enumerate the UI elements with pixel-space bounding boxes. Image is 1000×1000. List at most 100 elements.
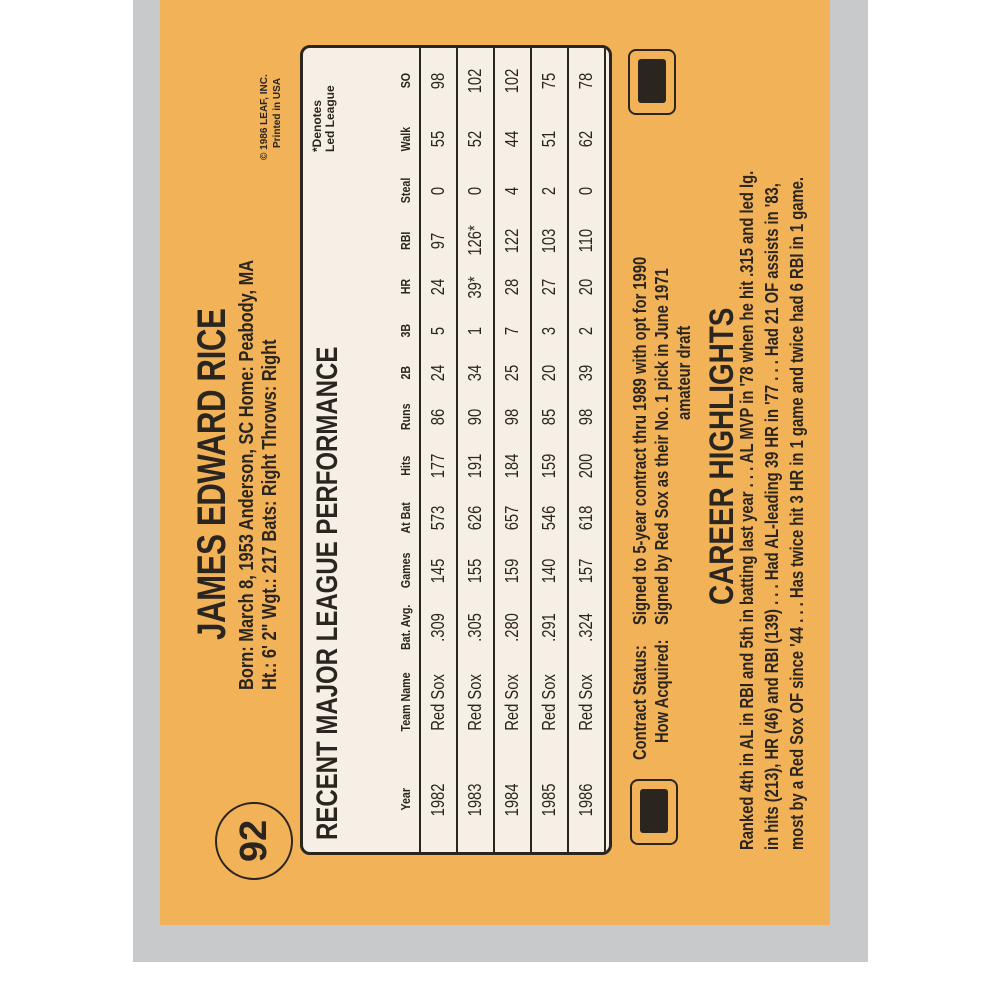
copyright-line-2: Printed in USA <box>272 77 283 148</box>
header-label: 3B <box>398 324 413 338</box>
table-cell: 55 <box>420 114 457 164</box>
header-cell: Games <box>348 544 420 597</box>
bio-line-1: Born: March 8, 1953 Anderson, SC Home: P… <box>236 259 258 690</box>
table-cell: 24 <box>420 264 457 310</box>
cell-value: 0 <box>428 186 448 195</box>
cell-value: 24 <box>428 364 448 382</box>
header-label: HR <box>398 279 413 295</box>
header-label: Walk <box>398 126 413 152</box>
cell-value: 1 <box>465 326 485 336</box>
table-cell: 155 <box>457 544 494 597</box>
table-cell: 159 <box>494 544 531 597</box>
cell-value: Red Sox <box>428 673 448 731</box>
cell-value: 0 <box>576 186 596 195</box>
cell-value: 85 <box>539 408 559 426</box>
cell-value: 28 <box>502 278 522 296</box>
table-cell: 2 <box>531 164 568 217</box>
table-cell: 1984 <box>494 747 531 852</box>
table-cell: 39 <box>568 352 605 394</box>
cell-value: 573 <box>428 505 448 531</box>
cell-value: 626 <box>465 505 485 531</box>
cell-value: 97 <box>428 232 448 249</box>
table-cell: .309 <box>420 597 457 657</box>
table-cell: .305 <box>457 597 494 657</box>
table-cell: 102 <box>457 48 494 114</box>
cell-value: 657 <box>502 505 522 531</box>
table-cell: 86 <box>420 394 457 440</box>
cell-value: 0 <box>465 186 485 195</box>
cell-value: 39* <box>465 275 485 299</box>
table-cell: 2163 <box>605 440 612 492</box>
header-cell: Runs <box>348 394 420 440</box>
table-cell: 52 <box>457 114 494 164</box>
cell-value: 1983 <box>465 783 485 816</box>
table-cell: 177 <box>420 440 457 492</box>
table-cell: 102 <box>494 48 531 114</box>
cell-value: 86 <box>428 408 448 426</box>
table-cell: 573 <box>420 492 457 544</box>
table-cell: 657 <box>494 492 531 544</box>
copyright: © 1986 LEAF, INC. Printed in USA <box>258 74 284 160</box>
cell-value: 122 <box>502 228 522 253</box>
table-cell: 1790 <box>605 544 612 597</box>
cell-value: 44 <box>502 130 522 148</box>
table-cell: 20 <box>531 352 568 394</box>
table-cell: Red Sox <box>494 657 531 747</box>
table-cell: 3 <box>531 310 568 352</box>
table-cell: 1289 <box>605 217 612 264</box>
bio-line-2: Ht.: 6' 2" Wgt.: 217 Bats: Right Throws:… <box>259 339 281 690</box>
cell-value: 55 <box>428 130 448 148</box>
header-row: Year Team Name Bat. Avg. Games At Bat Hits Run… <box>348 48 420 852</box>
cell-value: 546 <box>539 505 559 531</box>
header-cell: 2B <box>348 352 420 394</box>
stats-table: RECENT MAJOR LEAGUE PERFORMANCE *Denotes… <box>300 45 612 855</box>
table-cell: 126* <box>457 217 494 264</box>
table-cell: 5 <box>420 310 457 352</box>
stats-grid: Year Team Name Bat. Avg. Games At Bat Hits Run… <box>348 48 612 852</box>
cell-value: 103 <box>539 228 559 253</box>
cell-value: 7 <box>502 326 522 336</box>
contract-status-label: Contract Status: <box>630 645 650 760</box>
cell-value: .291 <box>539 612 559 642</box>
cell-value: Red Sox <box>502 673 522 731</box>
how-acquired-label: How Acquired: <box>652 639 672 743</box>
table-cell: 2 <box>568 310 605 352</box>
cell-value: 52 <box>465 130 485 148</box>
table-cell: 1218 <box>605 48 612 114</box>
cell-value: 34 <box>465 364 485 382</box>
cell-value: .280 <box>502 612 522 642</box>
cell-value: .324 <box>576 612 596 642</box>
table-cell: Red Sox <box>457 657 494 747</box>
table-cell: 28 <box>494 264 531 310</box>
table-cell: Red Sox <box>568 657 605 747</box>
cell-value: 140 <box>539 558 559 583</box>
table-cell: 200 <box>568 440 605 492</box>
cell-value: 159 <box>502 558 522 583</box>
cell-value: 25 <box>502 364 522 382</box>
table-cell: 98 <box>568 394 605 440</box>
highlight-line-2: in hits (213), HR (46) and RBI (139) . .… <box>761 183 782 850</box>
header-cell: Bat. Avg. <box>348 597 420 657</box>
header-label: Runs <box>398 403 413 431</box>
cell-value: 1984 <box>502 783 522 816</box>
cell-value: 110 <box>576 228 596 253</box>
player-name: JAMES EDWARD RICE <box>190 308 234 640</box>
header-cell: RBI <box>348 217 420 264</box>
cell-value: 20 <box>576 278 596 296</box>
table-cell: .280 <box>494 597 531 657</box>
table-cell: 25 <box>494 352 531 394</box>
table-cell: 1982 <box>420 747 457 852</box>
table-cell: 20 <box>568 264 605 310</box>
table-cell: 0 <box>457 164 494 217</box>
table-cell: 98 <box>494 394 531 440</box>
table-row: 1986 Red Sox .324 157 618 200 98 39 2 20 110 0 62 78 <box>568 48 605 852</box>
cell-value: Red Sox <box>576 673 596 731</box>
how-acquired-text: Signed by Red Sox as their No. 1 pick in… <box>652 268 672 625</box>
table-cell: 75 <box>531 48 568 114</box>
table-cell: 564 <box>605 114 612 164</box>
cell-value: 618 <box>576 505 596 531</box>
cell-value: 3 <box>539 326 559 336</box>
table-cell: 140 <box>531 544 568 597</box>
copyright-line-1: © 1986 LEAF, INC. <box>259 74 270 160</box>
table-cell: 331 <box>605 352 612 394</box>
